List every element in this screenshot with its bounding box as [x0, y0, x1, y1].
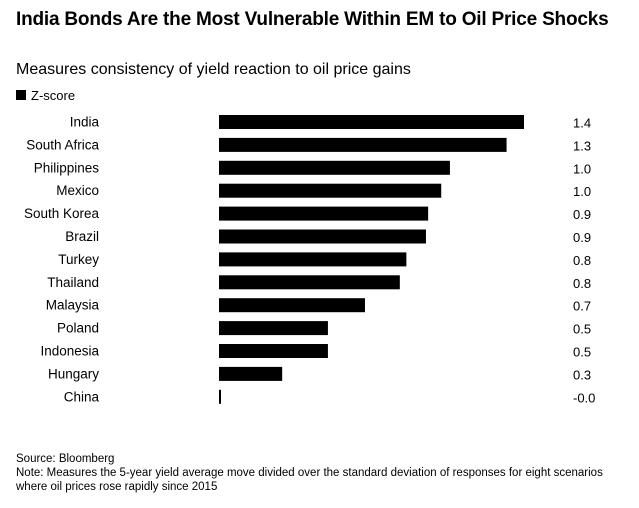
- bar: [219, 252, 407, 267]
- bar: [219, 275, 400, 290]
- category-label: Thailand: [47, 275, 99, 290]
- category-label: Poland: [57, 321, 99, 336]
- category-label: Philippines: [34, 160, 100, 175]
- category-label: Indonesia: [40, 344, 99, 359]
- value-label: 0.8: [573, 276, 591, 291]
- category-label: Brazil: [65, 229, 99, 244]
- category-label: Malaysia: [46, 298, 100, 313]
- category-label: South Africa: [26, 137, 99, 152]
- value-label: 1.4: [573, 116, 591, 131]
- bar: [219, 160, 450, 175]
- category-label: Hungary: [48, 366, 99, 381]
- category-label: India: [70, 115, 100, 130]
- value-label: 1.0: [573, 161, 591, 176]
- category-label: South Korea: [24, 206, 100, 221]
- value-label: 0.3: [573, 367, 591, 382]
- value-label: 0.5: [573, 345, 591, 360]
- bar: [219, 366, 283, 381]
- value-label: 1.3: [573, 138, 591, 153]
- value-label: 0.8: [573, 253, 591, 268]
- bar: [219, 344, 328, 358]
- bar: [219, 206, 429, 221]
- bar: [219, 183, 442, 198]
- chart-footer: Source: Bloomberg Note: Measures the 5-y…: [16, 452, 626, 494]
- bar: [219, 137, 507, 152]
- bar: [219, 229, 426, 244]
- legend-label: Z-score: [31, 87, 76, 103]
- value-label: 0.9: [573, 207, 591, 222]
- bar: [219, 389, 221, 404]
- legend: Z-score: [16, 87, 75, 103]
- bar: [219, 321, 328, 336]
- value-label: 0.9: [573, 230, 591, 245]
- legend-swatch: [16, 90, 26, 100]
- value-label: -0.0: [573, 390, 595, 405]
- value-label: 1.0: [573, 184, 591, 199]
- note-text: Note: Measures the 5-year yield average …: [16, 467, 603, 493]
- value-label: 0.7: [573, 299, 591, 314]
- bar-chart: India 1.4 South Africa 1.3 Philippines 1.0 Mex…: [24, 115, 595, 406]
- chart-title: India Bonds Are the Most Vulnerable With…: [16, 9, 609, 30]
- category-label: Mexico: [56, 183, 99, 198]
- category-label: Turkey: [58, 252, 99, 267]
- value-label: 0.5: [573, 322, 591, 337]
- source-text: Source: Bloomberg: [16, 453, 115, 465]
- bar: [219, 115, 524, 129]
- bar: [219, 298, 365, 313]
- chart-subtitle: Measures consistency of yield reaction t…: [16, 61, 411, 78]
- category-label: China: [64, 389, 100, 404]
